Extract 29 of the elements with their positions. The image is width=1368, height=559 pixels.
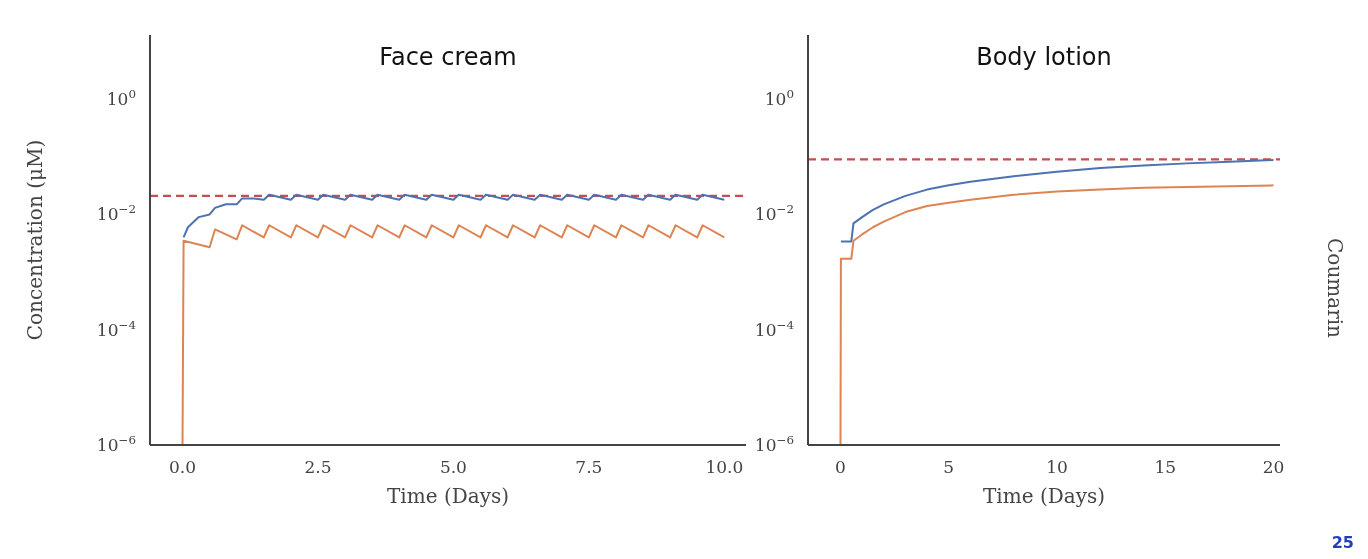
x-tick-label: 5 — [943, 457, 955, 477]
x-tick-label: 2.5 — [304, 457, 332, 477]
x-tick-label: 7.5 — [575, 457, 603, 477]
line-series — [181, 224, 726, 446]
text: Coumarin — [1323, 238, 1347, 339]
x-axis-title: Time (Days) — [386, 484, 510, 508]
x-tick-label: 10 — [1046, 457, 1068, 477]
line-series — [839, 184, 1275, 446]
x-tick-label: 0 — [835, 457, 846, 477]
y-tick-label: 10$^{−4}$ — [96, 317, 136, 340]
line-series — [839, 159, 1275, 243]
y-tick-label: 10$^{0}$ — [764, 87, 794, 110]
y-axis-title: Concentration (μM) — [23, 139, 47, 341]
x-axis-title: Time (Days) — [982, 484, 1106, 508]
y-tick-label: 10$^{−2}$ — [754, 202, 794, 225]
line-series — [182, 193, 726, 239]
x-tick-label: 0.0 — [168, 457, 197, 477]
text: 25 — [1331, 533, 1354, 552]
y-tick-label: 10$^{0}$ — [106, 87, 136, 110]
y-tick-label: 10$^{−4}$ — [754, 317, 794, 340]
x-tick-label: 10.0 — [705, 457, 744, 477]
x-tick-label: 15 — [1154, 457, 1177, 477]
x-tick-label: 5.0 — [439, 457, 467, 477]
chart-title: Face cream — [379, 43, 517, 71]
y-tick-label: 10$^{−6}$ — [754, 433, 794, 455]
x-tick-label: 20 — [1262, 457, 1285, 477]
y-tick-label: 10$^{−2}$ — [96, 202, 136, 225]
y-tick-label: 10$^{−6}$ — [96, 433, 136, 455]
chart-title: Body lotion — [976, 43, 1112, 71]
